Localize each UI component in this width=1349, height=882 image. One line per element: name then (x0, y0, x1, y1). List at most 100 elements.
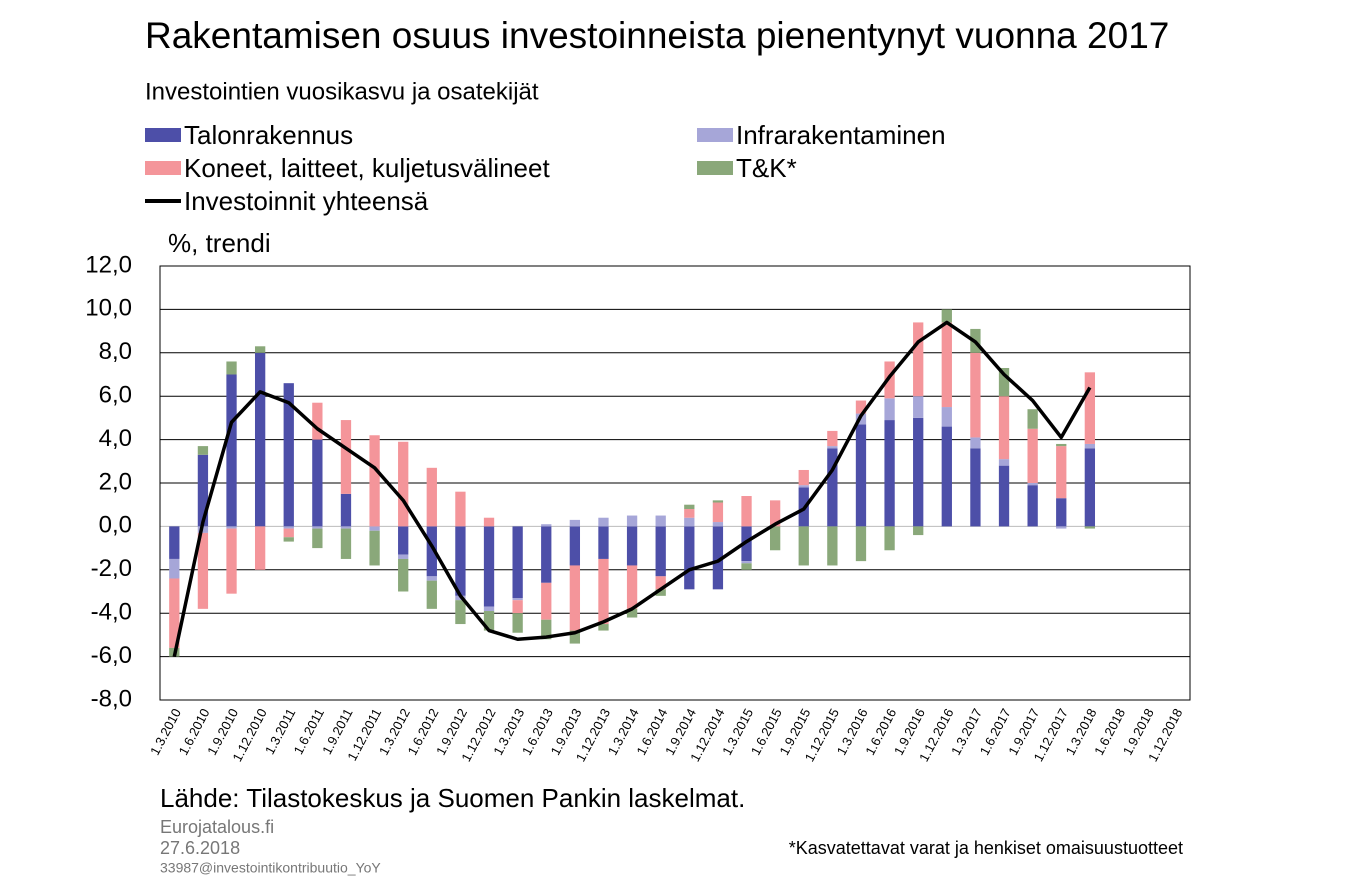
bar (741, 526, 752, 562)
bar (684, 509, 695, 518)
bar (369, 526, 380, 531)
legend-label: Talonrakennus (184, 120, 353, 150)
bar (283, 537, 294, 542)
bar (483, 517, 495, 527)
bar (226, 528, 237, 594)
bar (483, 606, 495, 612)
bar (1056, 498, 1067, 527)
bar (855, 424, 867, 527)
bar (541, 526, 552, 583)
bar (884, 420, 895, 527)
bar (398, 554, 409, 559)
bar (398, 526, 409, 555)
bar (1056, 446, 1067, 499)
y-tick-label: 12,0 (85, 251, 132, 278)
bar (455, 600, 466, 625)
y-tick-label: 10,0 (85, 295, 132, 322)
bar (283, 383, 294, 527)
bar (712, 526, 724, 590)
bar (1056, 443, 1067, 447)
bar (684, 504, 695, 510)
bar (626, 526, 638, 566)
bar (769, 526, 781, 551)
legend-label: T&K* (736, 153, 797, 183)
bar (169, 578, 180, 648)
bar (884, 361, 895, 399)
y-tick-label: -6,0 (91, 642, 132, 669)
bar (827, 430, 838, 447)
bar (998, 465, 1010, 527)
bar (1084, 443, 1096, 449)
bar (913, 322, 924, 397)
bar (798, 526, 809, 566)
bar (369, 530, 380, 566)
bar (626, 515, 638, 527)
bar (369, 435, 380, 527)
bar (197, 446, 209, 455)
bar (398, 558, 409, 592)
bar (455, 526, 466, 596)
bar (998, 367, 1010, 397)
bar (827, 448, 838, 527)
y-tick-label: 0,0 (99, 512, 132, 539)
bar (913, 396, 924, 418)
bar (340, 528, 352, 559)
date: 27.6.2018 (160, 838, 240, 858)
bar (598, 624, 609, 631)
bar (598, 517, 609, 527)
bar (827, 446, 838, 449)
plot-border (159, 265, 1191, 701)
bar (197, 454, 209, 527)
publisher: Eurojatalous.fi (160, 817, 274, 837)
bar (913, 417, 924, 527)
bar (483, 526, 495, 607)
bar (941, 407, 952, 427)
bar (741, 563, 752, 570)
bar (884, 526, 895, 551)
source: Lähde: Tilastokeskus ja Suomen Pankin la… (160, 783, 745, 813)
legend-label: Investoinnit yhteensä (184, 186, 429, 216)
bar (340, 493, 352, 527)
bar (712, 500, 724, 503)
bar (970, 352, 981, 438)
bar (798, 469, 809, 486)
bar (998, 396, 1010, 460)
bar (569, 519, 581, 527)
legend-label: Infrarakentaminen (736, 120, 946, 150)
bar (254, 346, 266, 353)
bar (626, 565, 638, 609)
bar (655, 515, 666, 527)
bar (855, 400, 867, 414)
legend-swatch (697, 128, 733, 142)
bar (197, 532, 209, 609)
bar (569, 630, 581, 644)
bar (426, 580, 437, 609)
code: 33987@investointikontribuutio_YoY (160, 860, 381, 876)
y-axis-label: %, trendi (168, 228, 271, 258)
bar (312, 439, 323, 527)
footnote: *Kasvatettavat varat ja henkiset omaisuu… (789, 838, 1183, 858)
bar (569, 526, 581, 566)
bar (941, 426, 952, 527)
y-tick-label: 6,0 (99, 382, 132, 409)
bar (1027, 428, 1038, 483)
bar (684, 517, 695, 527)
bar (254, 526, 266, 570)
bar (569, 565, 581, 631)
bar (655, 526, 666, 577)
bar (512, 526, 523, 599)
bar (684, 526, 695, 590)
bar (455, 491, 466, 527)
bar (283, 528, 294, 538)
bar (855, 526, 867, 562)
bar (169, 558, 180, 579)
y-tick-label: 4,0 (99, 425, 132, 452)
bar (541, 524, 552, 527)
bar (712, 502, 724, 523)
bar (226, 374, 237, 527)
y-tick-label: -4,0 (91, 599, 132, 626)
bar (426, 576, 437, 581)
bar (655, 576, 666, 590)
bar (398, 441, 409, 527)
